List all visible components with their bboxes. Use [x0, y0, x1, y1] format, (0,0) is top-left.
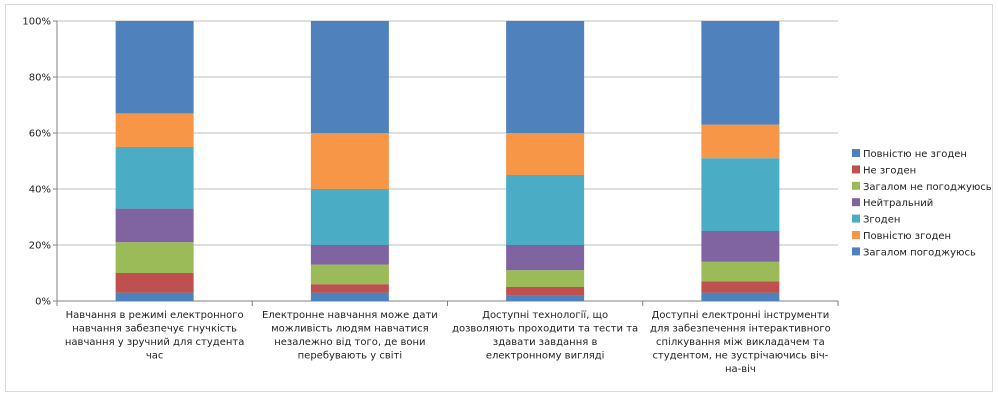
bar-segment	[701, 281, 780, 293]
legend-swatch	[852, 247, 860, 256]
legend-label: Згоден	[863, 215, 900, 226]
bar-segment	[310, 21, 389, 133]
x-tick-label-line: електронному вигляді	[486, 350, 605, 362]
bar-segment	[506, 287, 585, 296]
bar-segment	[701, 21, 780, 125]
x-tick-label: Доступні електронні інструменти для забез…	[650, 309, 831, 375]
x-tick-label-line: Електронне навчання може дати	[262, 310, 438, 321]
legend-swatch	[852, 181, 860, 190]
y-tick-label: 60%	[29, 129, 51, 140]
y-tick-label: 0%	[35, 297, 51, 308]
legend-swatch	[852, 198, 860, 207]
legend-swatch	[852, 214, 860, 223]
x-tick-label-line: незалежно від того, де вони	[274, 336, 425, 348]
bar-segment	[506, 21, 585, 133]
bar-segment	[506, 295, 585, 301]
bar-segment	[506, 270, 585, 287]
bar-segment	[701, 261, 780, 282]
legend-label: Повністю згоден	[863, 230, 951, 242]
x-tick-label-line: час	[146, 351, 164, 362]
bar-segment	[115, 113, 194, 147]
bar-segment	[115, 292, 194, 301]
legend-label: Нейтральний	[863, 198, 933, 209]
bar-segment	[701, 158, 780, 231]
x-tick-label: Навчання в режимі електронного навчання з…	[65, 309, 244, 362]
y-tick-label: 100%	[22, 17, 51, 28]
x-tick-label-line: для забезпечення інтерактивного	[650, 323, 831, 335]
bar-segment	[115, 147, 194, 209]
x-tick-label-line: перебувають у світі	[298, 350, 402, 362]
legend-label: Повністю не згоден	[863, 148, 967, 160]
bar-segment	[115, 242, 194, 273]
legend-swatch	[852, 149, 860, 157]
x-tick-label-line: Навчання в режимі електронного	[66, 309, 244, 321]
x-tick-label-line: можливість людям навчатися	[271, 323, 429, 335]
x-tick-label-line: на-віч	[725, 363, 756, 375]
legend-swatch	[852, 231, 860, 239]
x-tick-label-line: навчання забезпечує гнучкість	[72, 323, 237, 335]
y-tick-label: 20%	[29, 241, 51, 252]
bar-segment	[115, 21, 194, 114]
bar-segment	[115, 208, 194, 243]
x-tick-label-line: спілкування між викладачем та	[656, 336, 825, 348]
y-tick-label: 40%	[29, 185, 51, 196]
x-tick-label-line: Доступні технології, що	[482, 309, 608, 321]
bar-segment	[701, 292, 780, 301]
x-tick-label-line: студентом, не зустрічаючись віч-	[652, 350, 828, 362]
bar-segment	[310, 189, 389, 245]
y-tick-label: 80%	[29, 73, 51, 84]
bar-segment	[701, 124, 780, 159]
legend-swatch	[852, 165, 860, 174]
x-tick-label-line: навчання у зручний для студента	[65, 337, 244, 348]
bar-segment	[310, 264, 389, 285]
x-tick-label-line: дозволяють проходити та тести та	[452, 324, 638, 335]
bar-segment	[310, 292, 389, 301]
x-tick-label-line: Доступні електронні інструменти	[652, 309, 830, 321]
bar-segment	[506, 175, 585, 245]
bar-segment	[115, 273, 194, 293]
bar-segment	[701, 231, 780, 262]
bar-segment	[506, 245, 585, 271]
bar-segment	[310, 284, 389, 293]
bar-segment	[310, 245, 389, 265]
x-tick-label: Доступні технології, що дозволяють проход…	[452, 309, 638, 362]
legend-label: Загалом не погоджуюсь	[863, 182, 992, 193]
bar-segment	[310, 133, 389, 189]
x-tick-label: Електронне навчання може дати можливість …	[262, 310, 438, 362]
legend-label: Не згоден	[863, 165, 916, 176]
legend-label: Загалом погоджуюсь	[863, 247, 976, 258]
x-tick-label-line: здавати завдання в	[493, 337, 598, 348]
bar-segment	[506, 133, 585, 175]
